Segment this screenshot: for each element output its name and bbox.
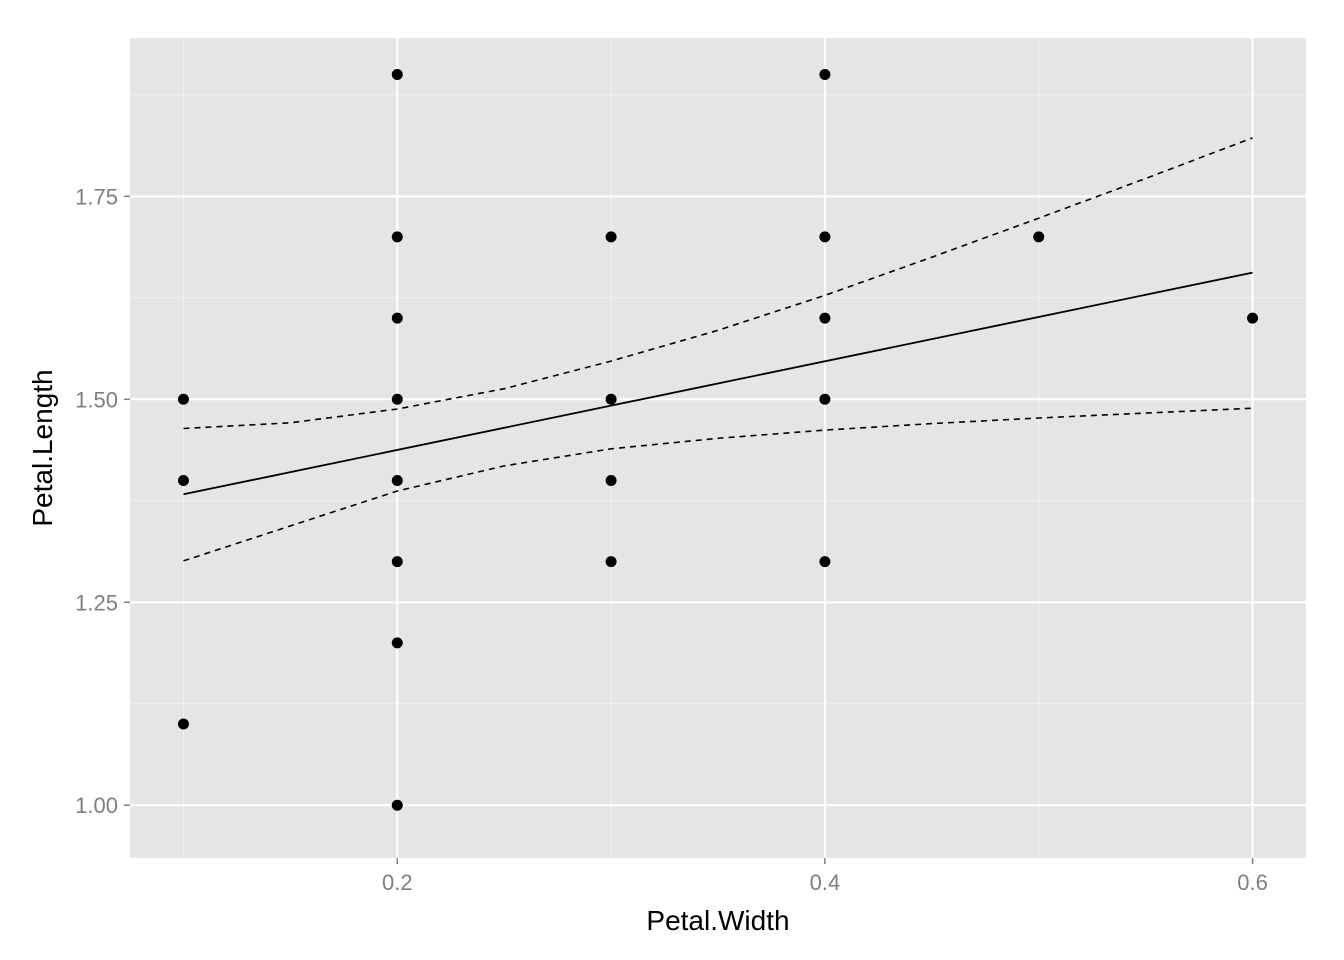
data-point — [391, 799, 403, 811]
y-tick-label: 1.75 — [75, 184, 118, 209]
y-tick-label: 1.00 — [75, 793, 118, 818]
x-axis: 0.2 0.4 0.6 — [382, 858, 1268, 895]
y-axis-title: Petal.Length — [27, 369, 58, 526]
data-point — [391, 556, 403, 568]
data-point — [391, 637, 403, 649]
confidence-band-lines — [183, 137, 1253, 562]
minor-grid — [130, 38, 1306, 858]
data-point — [819, 231, 831, 243]
data-point — [605, 393, 617, 405]
data-point — [819, 69, 831, 81]
y-tick-label: 1.25 — [75, 590, 118, 615]
data-point — [605, 556, 617, 568]
data-point — [177, 474, 189, 486]
data-point — [605, 231, 617, 243]
data-point — [605, 474, 617, 486]
data-point — [391, 69, 403, 81]
fit-line-group — [183, 271, 1253, 496]
y-axis: 1.00 1.25 1.50 1.75 — [75, 184, 130, 818]
data-points — [177, 69, 1259, 811]
plot-panel — [130, 38, 1306, 858]
data-point — [391, 231, 403, 243]
lower-band-line — [183, 407, 1253, 562]
data-point — [1247, 312, 1259, 324]
data-point — [819, 556, 831, 568]
data-point — [1033, 231, 1045, 243]
y-tick-label: 1.50 — [75, 387, 118, 412]
x-tick-label: 0.4 — [810, 870, 841, 895]
major-grid — [130, 38, 1306, 858]
x-tick-label: 0.6 — [1237, 870, 1268, 895]
upper-band-line — [183, 137, 1253, 430]
data-point — [391, 312, 403, 324]
data-point — [391, 393, 403, 405]
fit-line — [183, 271, 1253, 496]
data-point — [177, 393, 189, 405]
data-point — [819, 393, 831, 405]
x-axis-title: Petal.Width — [646, 905, 789, 936]
data-point — [177, 718, 189, 730]
x-tick-label: 0.2 — [382, 870, 413, 895]
data-point — [391, 474, 403, 486]
data-point — [819, 312, 831, 324]
